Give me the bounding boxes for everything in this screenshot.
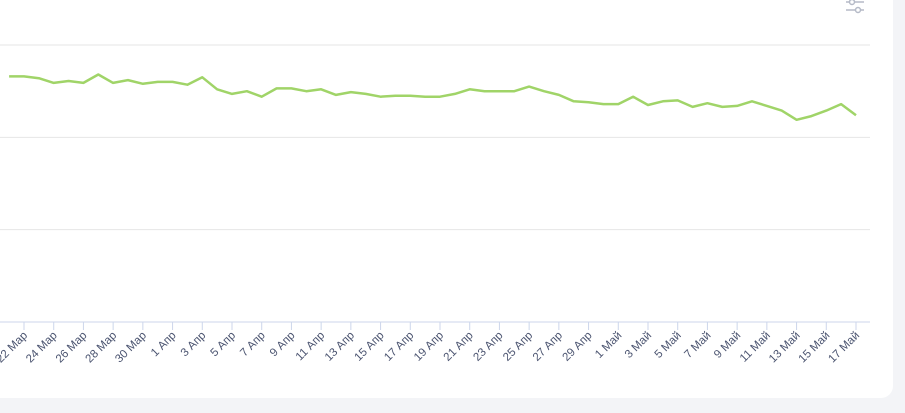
x-tick-label: 26 Мар [54, 330, 90, 366]
x-tick-label: 29 Апр [561, 330, 595, 364]
x-tick-label: 5 Май [653, 330, 684, 361]
x-tick-label: 11 Май [738, 330, 773, 365]
x-tick-label: 25 Апр [501, 330, 535, 364]
x-tick-label: 30 Мар [113, 330, 149, 366]
x-tick-label: 17 Апр [382, 330, 416, 364]
x-tick-label: 13 Апр [323, 330, 357, 364]
x-tick-label: 7 Май [682, 330, 713, 361]
x-tick-label: 7 Апр [238, 330, 268, 360]
x-tick-label: 24 Мар [24, 330, 60, 366]
x-tick-label: 15 Апр [353, 330, 387, 364]
x-tick-label: 3 Май [623, 330, 654, 361]
x-tick-label: 13 Май [767, 330, 803, 366]
x-tick-label: 1 Апр [149, 330, 179, 360]
series-line [9, 73, 857, 122]
x-tick-label: 1 Май [593, 330, 624, 361]
x-tick-label: 15 Май [797, 330, 833, 366]
x-tick-label: 19 Апр [412, 330, 446, 364]
x-tick-label: 21 Апр [442, 330, 476, 364]
x-tick-label: 23 Апр [471, 330, 505, 364]
x-tick-label: 11 Апр [294, 330, 328, 364]
card [0, 0, 893, 398]
x-tick-label: 28 Мар [84, 330, 120, 366]
x-tick-label: 17 Май [826, 330, 862, 366]
x-tick-label: 22 Мар [0, 330, 30, 366]
x-tick-label: 27 Апр [531, 330, 565, 364]
x-tick-label: 5 Апр [208, 330, 238, 360]
settings-icon[interactable] [846, 0, 864, 14]
x-tick-label: 3 Апр [179, 330, 209, 360]
